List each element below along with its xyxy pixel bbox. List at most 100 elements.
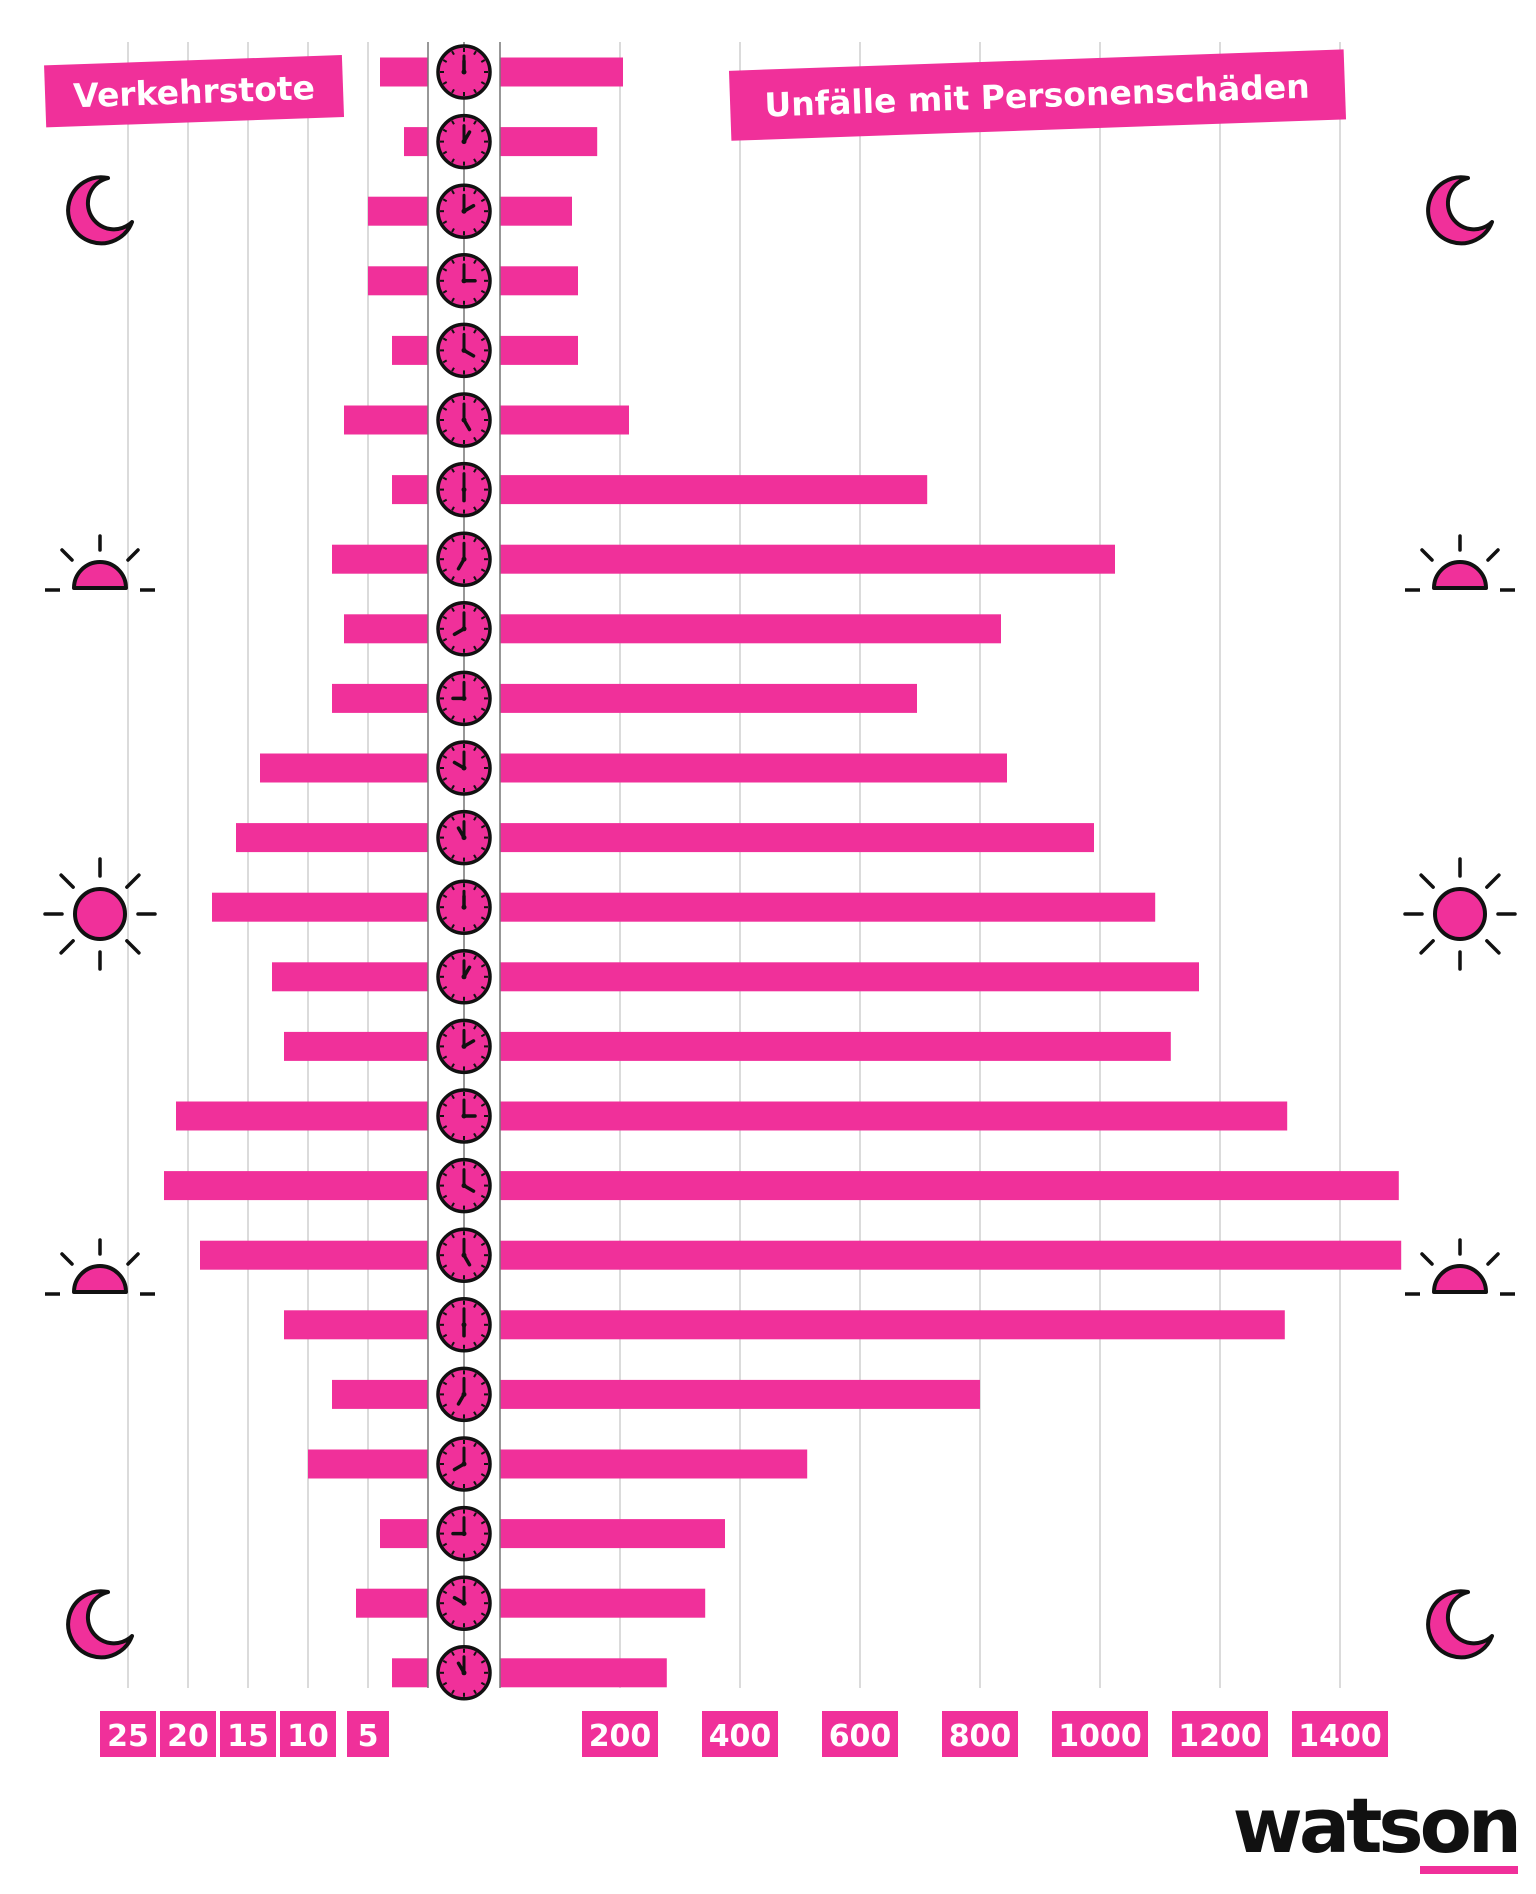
bar-left-15 xyxy=(176,1101,428,1131)
clock-icon xyxy=(436,601,492,657)
bar-right-16 xyxy=(500,1171,1399,1201)
clock-icon xyxy=(436,1436,492,1492)
bar-left-17 xyxy=(200,1240,428,1270)
bar-right-00 xyxy=(500,57,623,87)
sunset-icon xyxy=(1405,1238,1515,1296)
bar-left-11 xyxy=(236,823,428,853)
bar-left-13 xyxy=(272,962,428,992)
clock-icon xyxy=(436,1088,492,1144)
bar-right-11 xyxy=(500,823,1094,853)
title-left: Verkehrstote xyxy=(73,68,316,115)
sunrise-icon xyxy=(45,534,155,592)
moon-icon xyxy=(66,1589,134,1660)
bar-right-20 xyxy=(500,1449,808,1479)
clock-icon xyxy=(436,44,492,100)
clock-icon xyxy=(436,670,492,727)
clock-icon xyxy=(436,809,492,866)
bar-left-10 xyxy=(260,753,428,783)
bar-left-12 xyxy=(212,892,428,922)
bar-left-18 xyxy=(284,1310,428,1340)
bar-right-09 xyxy=(500,683,917,713)
clock-icon xyxy=(436,1297,492,1353)
sunset-icon xyxy=(45,1238,155,1296)
bar-right-19 xyxy=(500,1379,980,1409)
bar-left-19 xyxy=(332,1379,428,1409)
bar-right-12 xyxy=(500,892,1156,922)
sunrise-icon xyxy=(1405,534,1515,592)
bar-left-22 xyxy=(356,1588,428,1618)
svg-text:1400: 1400 xyxy=(1298,1719,1382,1754)
svg-text:15: 15 xyxy=(227,1719,269,1754)
clock-icon xyxy=(436,461,492,518)
clock-icon xyxy=(436,1366,492,1423)
bar-right-04 xyxy=(500,335,578,365)
svg-text:1200: 1200 xyxy=(1178,1719,1262,1754)
bar-right-17 xyxy=(500,1240,1402,1270)
title-right-box xyxy=(728,49,1347,141)
bar-right-22 xyxy=(500,1588,706,1618)
moon-icon xyxy=(66,175,134,246)
svg-text:20: 20 xyxy=(167,1719,209,1754)
bar-left-08 xyxy=(344,614,428,644)
clock-icon xyxy=(436,1018,492,1075)
svg-text:25: 25 xyxy=(107,1719,149,1754)
bar-right-03 xyxy=(500,266,578,296)
clock-icon xyxy=(436,1505,492,1562)
tick-right-400: 400 xyxy=(702,1711,778,1757)
bar-left-14 xyxy=(284,1031,428,1061)
bar-right-08 xyxy=(500,614,1001,644)
tick-right-1000: 1000 xyxy=(1052,1711,1148,1757)
bar-left-05 xyxy=(344,405,428,435)
tick-left-5: 5 xyxy=(347,1711,389,1757)
tick-right-1400: 1400 xyxy=(1292,1711,1388,1757)
clock-icon xyxy=(436,1575,492,1631)
tick-right-200: 200 xyxy=(582,1711,658,1757)
bar-right-23 xyxy=(500,1658,667,1688)
bar-right-01 xyxy=(500,127,598,157)
tick-right-1200: 1200 xyxy=(1172,1711,1268,1757)
title-left-box xyxy=(44,55,345,128)
bar-right-15 xyxy=(500,1101,1288,1131)
moon-icon xyxy=(1426,175,1494,246)
bar-right-10 xyxy=(500,753,1007,783)
bar-left-16 xyxy=(164,1171,428,1201)
moon-icon xyxy=(1426,1589,1494,1660)
clock-icon xyxy=(436,183,492,239)
bar-left-03 xyxy=(368,266,428,296)
bar-right-13 xyxy=(500,962,1199,992)
tick-left-20: 20 xyxy=(160,1711,216,1757)
clock-icon xyxy=(436,949,492,1005)
bar-right-07 xyxy=(500,544,1115,574)
clock-icon xyxy=(436,253,492,309)
title-right-banner: Unfälle mit Personenschäden xyxy=(728,49,1347,141)
tick-right-600: 600 xyxy=(822,1711,898,1757)
bar-left-21 xyxy=(380,1519,428,1549)
title-left-banner: Verkehrstote xyxy=(44,55,345,128)
bar-right-14 xyxy=(500,1031,1171,1061)
bar-right-21 xyxy=(500,1519,725,1549)
svg-text:800: 800 xyxy=(949,1719,1012,1754)
watson-logo: watson xyxy=(1233,1781,1522,1874)
bar-left-20 xyxy=(308,1449,428,1479)
bar-left-02 xyxy=(368,196,428,226)
bar-right-06 xyxy=(500,475,928,505)
clock-icon xyxy=(436,113,492,170)
bar-left-07 xyxy=(332,544,428,574)
sun-icon xyxy=(1403,857,1517,971)
clock-icon xyxy=(436,1645,492,1701)
bar-left-23 xyxy=(392,1658,428,1688)
clock-icon xyxy=(436,1227,492,1283)
svg-text:1000: 1000 xyxy=(1058,1719,1142,1754)
svg-text:600: 600 xyxy=(829,1719,892,1754)
bar-left-09 xyxy=(332,683,428,713)
svg-text:5: 5 xyxy=(358,1719,379,1754)
tick-left-15: 15 xyxy=(220,1711,276,1757)
bar-left-00 xyxy=(380,57,428,87)
svg-text:10: 10 xyxy=(287,1719,329,1754)
clock-icon xyxy=(436,392,492,448)
tick-right-800: 800 xyxy=(942,1711,1018,1757)
watson-logo-text: watson xyxy=(1233,1781,1518,1870)
svg-text:400: 400 xyxy=(709,1719,772,1754)
